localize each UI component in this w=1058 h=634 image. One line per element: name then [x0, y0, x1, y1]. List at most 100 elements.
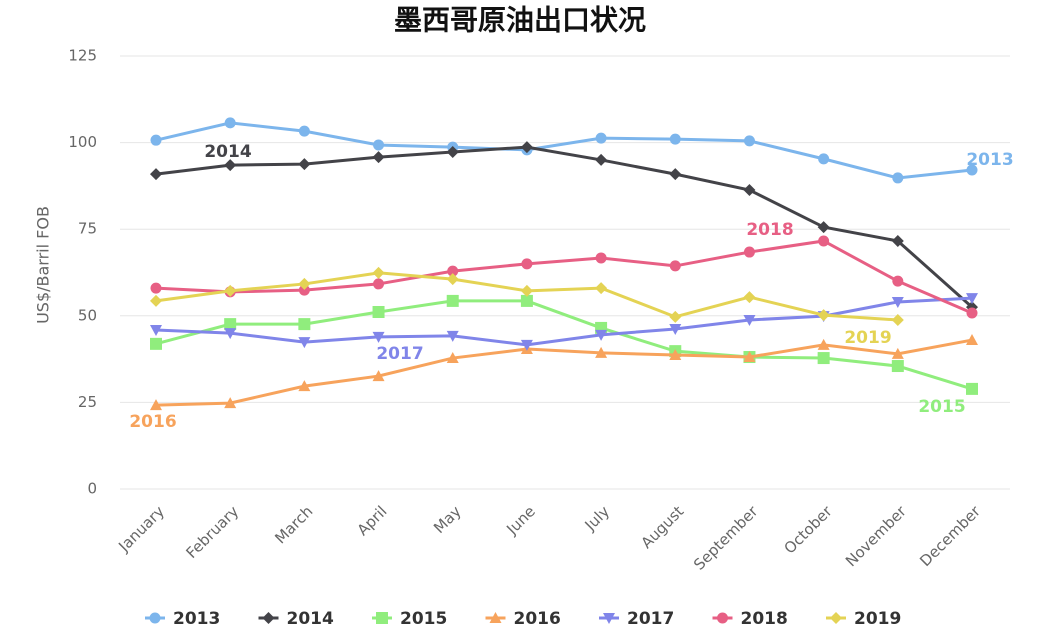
data-point	[150, 168, 162, 181]
data-point	[891, 360, 904, 373]
data-point	[595, 252, 607, 264]
legend-item[interactable]: 2017	[599, 609, 674, 629]
y-tick-label: 0	[87, 480, 97, 498]
data-point	[817, 352, 830, 365]
data-point	[150, 399, 162, 411]
x-tick-label: April	[354, 502, 391, 539]
legend-item[interactable]: 2019	[826, 609, 901, 629]
legend-label: 2018	[741, 609, 788, 629]
data-point	[891, 313, 904, 326]
data-point	[669, 310, 682, 323]
data-point	[818, 153, 830, 165]
y-axis-label: US$/Barril FOB	[34, 206, 53, 324]
data-point	[224, 318, 237, 331]
data-point	[966, 334, 978, 346]
series-annotation: 2018	[746, 220, 793, 240]
series-line	[155, 121, 973, 180]
data-point	[372, 370, 385, 382]
series-annotation: 2017	[376, 344, 423, 364]
y-tick-label: 125	[68, 47, 97, 65]
data-point	[372, 331, 385, 343]
legend-label: 2014	[287, 609, 334, 629]
x-tick-label: July	[581, 502, 614, 535]
data-point	[817, 309, 830, 322]
y-tick-label: 100	[68, 133, 97, 151]
data-point	[447, 265, 459, 277]
legend-label: 2019	[854, 609, 901, 629]
data-point	[520, 339, 533, 351]
legend-marker	[603, 613, 615, 624]
series-annotation: 2019	[844, 328, 891, 348]
data-point	[595, 346, 608, 358]
data-point	[521, 258, 533, 270]
legend-marker	[262, 612, 275, 624]
data-point	[373, 278, 385, 290]
y-tick-label: 50	[78, 306, 97, 324]
series-line	[155, 296, 973, 347]
data-point	[224, 397, 237, 409]
data-point	[520, 294, 533, 307]
data-point	[298, 318, 311, 331]
legend-item[interactable]: 2018	[712, 609, 788, 629]
legend-marker	[830, 612, 842, 624]
data-point	[372, 305, 385, 318]
data-point	[817, 338, 830, 350]
data-point	[298, 158, 311, 171]
data-point	[446, 352, 459, 364]
legend-item[interactable]: 2015	[372, 609, 447, 629]
x-tick-label: May	[430, 502, 465, 537]
x-tick-label: January	[114, 502, 168, 556]
legend-item[interactable]: 2013	[145, 609, 220, 629]
data-point	[966, 293, 978, 305]
data-point	[372, 266, 385, 279]
legend-label: 2013	[173, 609, 220, 629]
x-tick-label: September	[690, 502, 762, 574]
data-point	[446, 294, 459, 307]
data-point	[224, 159, 237, 172]
data-point	[595, 132, 607, 144]
data-point	[446, 145, 459, 158]
y-tick-label: 25	[78, 393, 97, 411]
data-point	[298, 277, 311, 290]
data-point	[595, 282, 608, 295]
legend-marker	[149, 612, 161, 624]
data-point	[298, 125, 310, 137]
legend-marker	[376, 612, 388, 624]
series-annotation: 2014	[204, 142, 251, 162]
data-point	[669, 260, 681, 272]
data-point	[743, 314, 756, 326]
data-point	[743, 351, 756, 363]
y-tick-label: 75	[78, 220, 97, 238]
data-point	[372, 151, 385, 164]
data-point	[150, 325, 162, 337]
data-point	[150, 282, 162, 294]
data-point	[595, 153, 608, 166]
series-line	[155, 299, 973, 391]
legend-marker	[717, 612, 728, 624]
data-point	[966, 307, 978, 319]
x-tick-label: August	[637, 502, 687, 552]
data-point	[373, 139, 385, 151]
legend-item[interactable]: 2016	[485, 609, 561, 629]
data-point	[966, 164, 978, 176]
series-annotation: 2016	[129, 412, 176, 432]
series-annotation: 2015	[918, 397, 965, 417]
data-point	[966, 382, 978, 395]
legend-item[interactable]: 2014	[258, 609, 334, 629]
chart-title: 墨西哥原油出口状况	[394, 4, 646, 37]
data-point	[520, 141, 533, 154]
legend-label: 2016	[514, 609, 561, 629]
data-point	[669, 348, 682, 360]
x-tick-label: June	[502, 502, 539, 539]
x-tick-label: November	[842, 502, 910, 570]
data-point	[224, 284, 237, 297]
data-point	[743, 135, 755, 147]
data-point	[817, 221, 830, 234]
data-point	[224, 328, 237, 340]
legend-marker	[489, 612, 502, 623]
data-point	[818, 235, 830, 247]
data-point	[298, 337, 311, 349]
x-tick-label: March	[271, 502, 316, 547]
data-point	[520, 284, 533, 297]
